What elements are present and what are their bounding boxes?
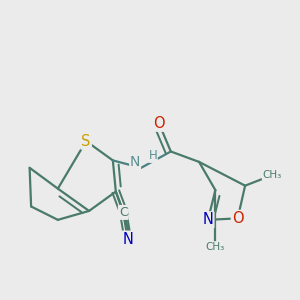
Text: O: O: [232, 211, 244, 226]
Text: CH₃: CH₃: [262, 170, 281, 180]
Text: CH₃: CH₃: [206, 242, 225, 252]
Text: N: N: [122, 232, 133, 247]
Text: C: C: [119, 206, 128, 219]
Text: H: H: [148, 149, 157, 162]
Text: O: O: [153, 116, 165, 131]
Text: N: N: [202, 212, 213, 227]
Text: N: N: [130, 155, 140, 169]
Text: S: S: [81, 134, 91, 148]
